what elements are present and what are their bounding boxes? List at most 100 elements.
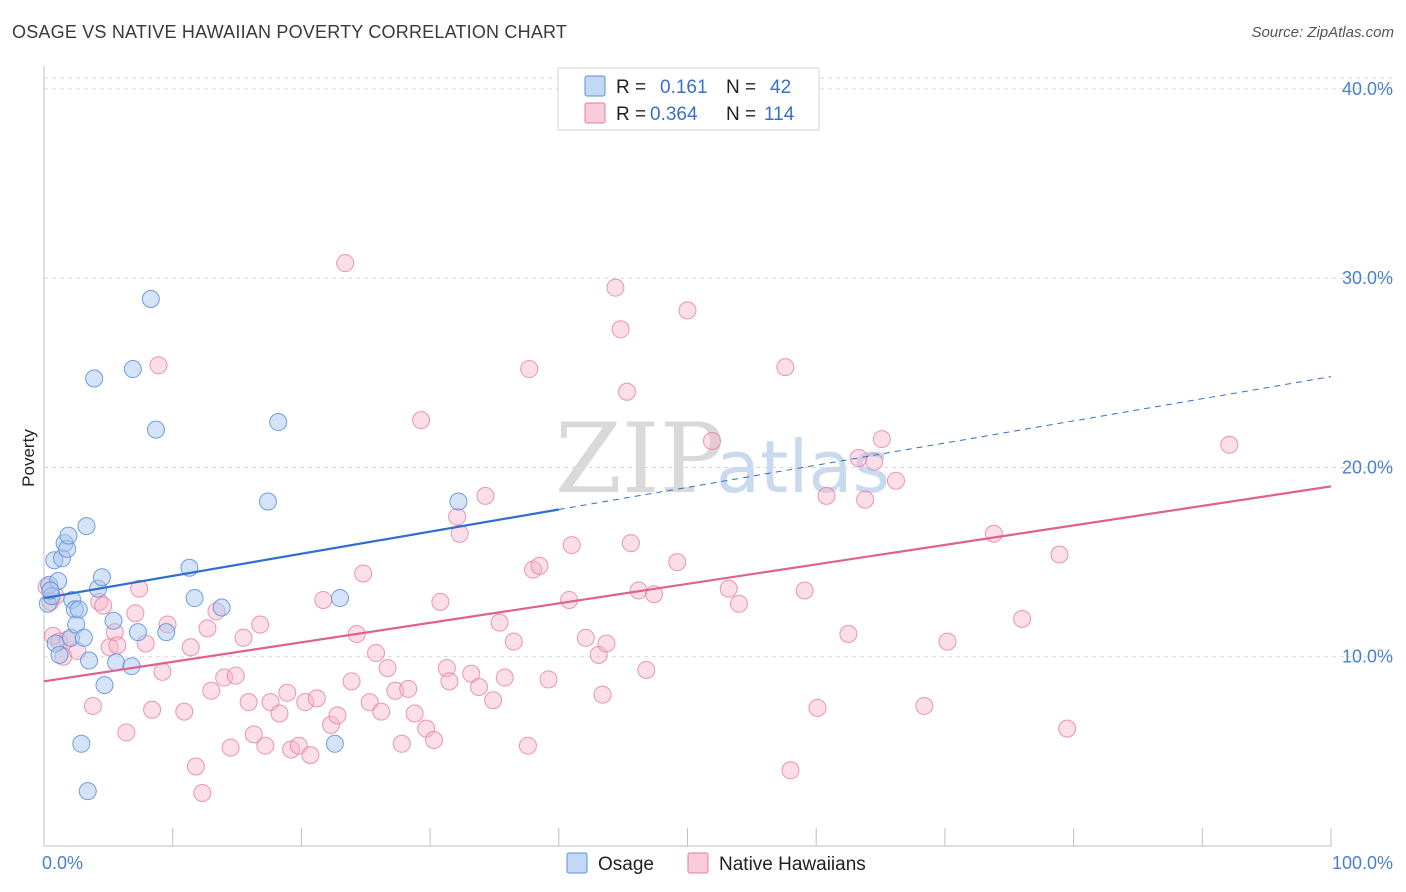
osage-point [141,290,160,309]
native-hawaiians-point [301,746,320,765]
native-hawaiians-point [668,553,687,572]
native-hawaiians-point [562,536,581,555]
native-hawaiians-point [1050,545,1069,564]
bottom-legend-hawaiian-swatch [687,852,709,874]
native-hawaiians-point [314,590,333,609]
native-hawaiians-point [865,452,884,471]
native-hawaiians-point [336,254,355,273]
native-hawaiians-point [781,761,800,780]
native-hawaiians-point [424,731,443,750]
native-hawaiians-point [440,672,459,691]
osage-point [325,734,344,753]
osage-point [331,589,350,608]
native-hawaiians-point [520,360,539,379]
native-hawaiians-trend-line [43,485,1332,683]
osage-point [59,526,78,545]
native-hawaiians-point [597,634,616,653]
native-hawaiians-point [618,382,637,401]
chart-title: OSAGE VS NATIVE HAWAIIAN POVERTY CORRELA… [12,22,568,42]
legend-osage-r-value: 0.161 [660,77,708,98]
osage-trend-line [43,508,559,600]
native-hawaiians-point [518,736,537,755]
osage-point [128,623,147,642]
watermark: ZIP atlas [555,403,890,515]
osage-point [50,645,69,664]
native-hawaiians-point [278,683,297,702]
native-hawaiians-point [342,672,361,691]
native-hawaiians-point [448,507,467,526]
legend-osage-n-value: 42 [770,77,791,98]
native-hawaiians-point [307,689,326,708]
y-tick-label: 20.0% [1342,457,1393,477]
native-hawaiians-point [296,693,315,712]
y-tick-label: 10.0% [1342,647,1393,667]
legend-osage-n-label: N = [726,77,756,98]
native-hawaiians-point [729,594,748,613]
native-hawaiians-point [984,524,1003,543]
native-hawaiians-point [143,700,162,719]
native-hawaiians-point [270,704,289,723]
osage-point [146,420,165,439]
native-hawaiians-point [719,579,738,598]
native-hawaiians-point [637,660,656,679]
native-hawaiians-point [839,625,858,644]
legend-osage-swatch [584,75,606,97]
native-hawaiians-point [817,486,836,505]
osage-point [104,611,123,630]
osage-point [107,653,126,672]
native-hawaiians-point [215,668,234,687]
native-hawaiians-point [611,320,630,339]
osage-point [123,360,142,379]
native-hawaiians-point [504,632,523,651]
osage-point [449,492,468,511]
native-hawaiians-point [226,666,245,685]
native-hawaiians-point [399,679,418,698]
native-hawaiians-point [872,430,891,449]
native-hawaiians-point [153,662,172,681]
native-hawaiians-point [495,668,514,687]
native-hawaiians-point [367,643,386,662]
native-hawaiians-point [431,592,450,611]
native-hawaiians-point [126,604,145,623]
native-hawaiians-points [37,254,1239,803]
native-hawaiians-point [198,619,217,638]
native-hawaiians-point [221,738,240,757]
bottom-legend-osage-swatch [566,852,588,874]
legend-hawaiian-n-label: N = [726,104,756,125]
osage-point [212,598,231,617]
osage-point [258,492,277,511]
bottom-legend: Osage Native Hawaiians [566,852,866,875]
native-hawaiians-point [175,702,194,721]
native-hawaiians-point [392,734,411,753]
tick-labels: 10.0% 20.0% 30.0% 40.0% 0.0% 100.0% [42,79,1393,873]
native-hawaiians-point [1220,435,1239,454]
osage-point [41,581,60,600]
bottom-legend-hawaiian-label: Native Hawaiians [719,854,866,875]
osage-trend-line-extension [558,376,1332,510]
native-hawaiians-point [405,704,424,723]
legend-hawaiian-r-label: R = [616,104,646,125]
native-hawaiians-point [849,449,868,467]
native-hawaiians-point [193,784,212,803]
native-hawaiians-point [322,715,341,734]
native-hawaiians-point [476,486,495,505]
native-hawaiians-point [450,524,469,543]
legend-hawaiian-r-value: 0.364 [650,104,698,125]
native-hawaiians-point [886,471,905,490]
native-hawaiians-point [484,691,503,710]
native-hawaiians-point [117,723,136,742]
grid-layer [44,77,1392,658]
osage-point [85,369,104,388]
osage-point [77,517,96,536]
native-hawaiians-point [244,725,263,744]
native-hawaiians-point [490,613,509,632]
native-hawaiians-point [621,534,640,553]
osage-point [72,734,91,753]
native-hawaiians-point [1058,719,1077,738]
native-hawaiians-point [702,431,721,450]
native-hawaiians-point [378,659,397,678]
y-tick-label: 40.0% [1342,79,1393,99]
native-hawaiians-point [437,659,456,678]
native-hawaiians-point [795,581,814,600]
